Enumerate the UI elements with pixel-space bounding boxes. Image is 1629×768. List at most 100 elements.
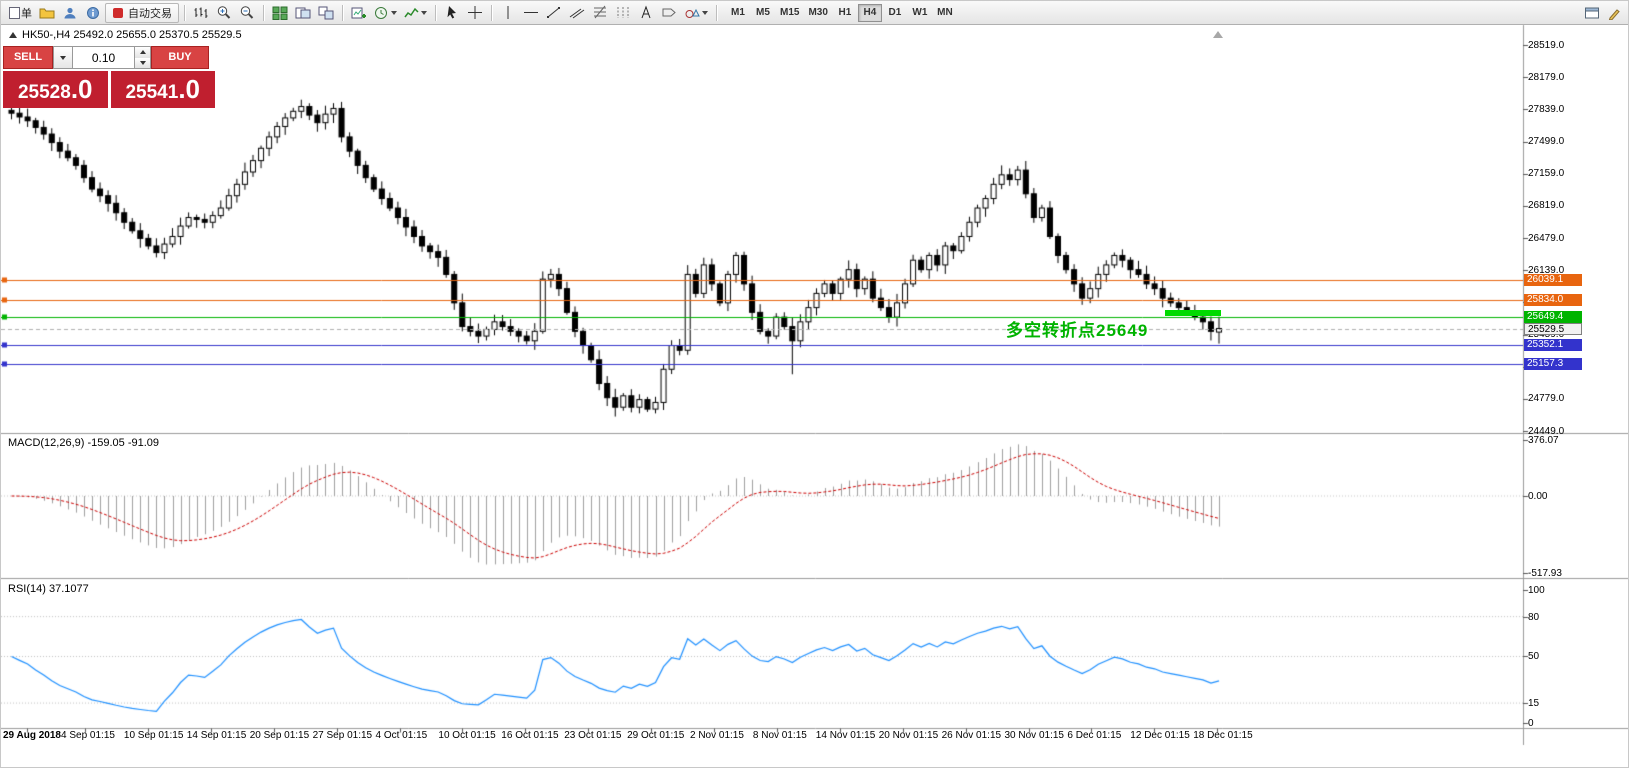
price-tag: 25157.3 <box>1524 357 1582 370</box>
buy-button[interactable]: BUY <box>151 46 209 69</box>
volume-input[interactable] <box>73 46 135 69</box>
rsi-axis-label: 50 <box>1528 650 1540 662</box>
order-settings-dropdown[interactable] <box>53 46 73 69</box>
y-axis-label: 27499.0 <box>1528 136 1565 147</box>
date-label: 8 Nov 01:15 <box>752 730 807 741</box>
volume-up-button[interactable] <box>135 47 150 58</box>
price-tag: 26039.1 <box>1524 274 1582 287</box>
sell-button[interactable]: SELL <box>3 46 53 69</box>
date-label: 29 Oct 01:15 <box>627 730 685 741</box>
date-label: 26 Nov 01:15 <box>941 730 1002 741</box>
indicators-icon[interactable] <box>401 3 430 23</box>
autotrade-icon <box>113 7 123 18</box>
folder-icon[interactable] <box>36 3 58 23</box>
chart-bars-icon[interactable] <box>190 3 212 23</box>
timeframe-button-M5[interactable]: M5 <box>756 6 770 18</box>
vertical-line-icon[interactable] <box>497 3 519 23</box>
zoom-in-icon[interactable] <box>213 3 235 23</box>
date-label: 20 Sep 01:15 <box>249 730 310 741</box>
profiles-caret-icon <box>391 10 397 15</box>
turning-point-annotation: 多空转折点25649 <box>1006 321 1149 340</box>
timeframe-button-H4[interactable]: H4 <box>857 3 882 22</box>
tile-windows-icon[interactable] <box>269 3 291 23</box>
new-order-button[interactable]: 单 <box>5 3 35 23</box>
timeframe-button-H1[interactable]: H1 <box>838 6 852 18</box>
date-label: 4 Oct 01:15 <box>375 730 428 741</box>
fibonacci-icon[interactable] <box>589 3 611 23</box>
dropdown-caret-icon <box>60 55 66 60</box>
new-order-label: 单 <box>21 7 32 20</box>
date-label: 2 Nov 01:15 <box>690 730 744 741</box>
buy-price-box[interactable]: 25541 .0 <box>110 71 215 108</box>
price-tag: 25352.1 <box>1524 339 1582 352</box>
horizontal-line-icon[interactable] <box>520 3 542 23</box>
buy-price-main: 25541 <box>125 82 179 103</box>
profile-icon[interactable] <box>59 3 81 23</box>
info-icon[interactable] <box>82 3 104 23</box>
y-axis-label: 26819.0 <box>1528 200 1565 212</box>
volume-stepper[interactable] <box>135 46 151 69</box>
up-caret-icon <box>139 50 146 55</box>
rsi-label: RSI(14) 37.1077 <box>8 583 89 595</box>
new-chart-icon[interactable] <box>348 3 370 23</box>
toolbar-separator <box>342 4 343 21</box>
crosshair-icon[interactable] <box>464 3 486 23</box>
channel-icon[interactable] <box>566 3 588 23</box>
indicators-caret-icon <box>421 10 427 15</box>
autotrade-label: 自动交易 <box>128 7 172 20</box>
timeframe-button-M1[interactable]: M1 <box>731 6 745 18</box>
date-label: 10 Oct 01:15 <box>438 730 496 741</box>
text-icon[interactable] <box>635 3 657 23</box>
timeframe-button-M15[interactable]: M15 <box>780 6 800 18</box>
date-label: 23 Oct 01:15 <box>564 730 622 741</box>
date-label: 16 Oct 01:15 <box>501 730 559 741</box>
trendline-icon[interactable] <box>543 3 565 23</box>
timeframe-button-M30[interactable]: M30 <box>808 6 828 18</box>
timeframe-button-W1[interactable]: W1 <box>912 6 928 18</box>
price-tag: 25529.5 <box>1524 322 1582 335</box>
shapes-icon[interactable] <box>681 3 711 23</box>
label-icon[interactable] <box>658 3 680 23</box>
date-label: 30 Nov 01:15 <box>1004 730 1065 741</box>
toolbar-separator <box>263 4 264 21</box>
sell-price-frac: .0 <box>70 74 93 104</box>
date-label: 14 Nov 01:15 <box>815 730 876 741</box>
y-axis-label: 27839.0 <box>1528 103 1565 115</box>
window-icon[interactable] <box>1581 3 1603 23</box>
chart-shift-marker[interactable] <box>1213 31 1223 38</box>
cascade-windows-icon[interactable] <box>292 3 314 23</box>
green-highlight-segment[interactable] <box>1165 310 1221 316</box>
arrange-windows-icon[interactable] <box>315 3 337 23</box>
profiles-icon[interactable] <box>371 3 400 23</box>
chart-expand-icon[interactable] <box>9 32 17 38</box>
y-axis-label: 28519.0 <box>1528 39 1565 51</box>
rsi-axis-label: 15 <box>1528 697 1540 709</box>
y-axis-label: 24449.0 <box>1528 425 1565 437</box>
timeframe-button-MN[interactable]: MN <box>937 6 953 18</box>
zoom-out-icon[interactable] <box>236 3 258 23</box>
main-toolbar: 单 自动交易 M1 M5 M15 M30 H1 H4 D1 W1 MN <box>1 1 1628 25</box>
rsi-axis-label: 0 <box>1528 717 1534 729</box>
date-label: 10 Sep 01:15 <box>123 730 184 741</box>
macd-label: MACD(12,26,9) -159.05 -91.09 <box>8 437 160 449</box>
volume-down-button[interactable] <box>135 57 150 68</box>
chart-symbol-ohlc: HK50-,H4 25492.0 25655.0 25370.5 25529.5 <box>22 29 242 41</box>
timeframe-group: M1 M5 M15 M30 H1 H4 D1 W1 MN <box>726 3 957 22</box>
y-axis-label: 25459.0 <box>1528 329 1564 340</box>
autotrade-button[interactable]: 自动交易 <box>105 2 179 23</box>
macd-axis-label: 376.07 <box>1528 434 1559 446</box>
cursor-icon[interactable] <box>441 3 463 23</box>
cycles-icon[interactable] <box>612 3 634 23</box>
y-axis-label: 28179.0 <box>1528 71 1565 83</box>
toolbar-separator <box>435 4 436 21</box>
sell-price-box[interactable]: 25528 .0 <box>3 71 108 108</box>
chart-header: HK50-,H4 25492.0 25655.0 25370.5 25529.5 <box>9 29 242 41</box>
price-tag: 25649.4 <box>1524 311 1582 324</box>
macd-axis-label: 0.00 <box>1528 490 1548 502</box>
pencil-icon[interactable] <box>1604 3 1626 23</box>
timeframe-button-D1[interactable]: D1 <box>888 6 902 18</box>
toolbar-separator <box>184 4 185 21</box>
sell-price-main: 25528 <box>17 82 71 103</box>
